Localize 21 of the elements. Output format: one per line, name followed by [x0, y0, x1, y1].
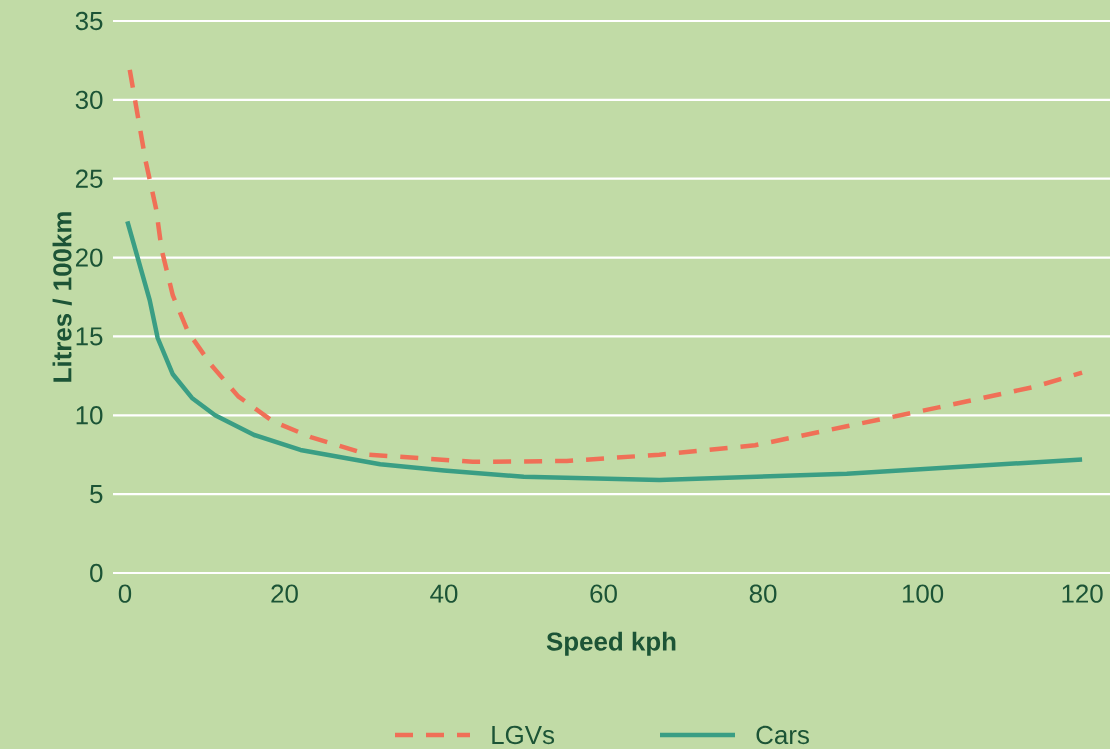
y-axis-title: Litres / 100km	[52, 212, 72, 382]
y-tick-label: 0	[90, 563, 103, 583]
x-tick-label: 40	[430, 584, 458, 603]
legend-label: Cars	[756, 725, 809, 745]
x-tick-label: 120	[1062, 584, 1103, 603]
y-tick-label: 5	[90, 485, 103, 504]
x-tick-label: 60	[590, 584, 617, 603]
y-tick-label: 30	[75, 90, 103, 110]
y-tick-label: 20	[75, 248, 103, 267]
y-tick-label: 35	[75, 11, 103, 31]
x-tick-label: 80	[749, 584, 777, 603]
y-tick-label: 15	[76, 327, 103, 346]
line-series	[125, 219, 1085, 483]
x-tick-label: 20	[271, 584, 298, 603]
x-tick-label: 100	[902, 584, 944, 603]
y-tick-label: 10	[76, 406, 103, 425]
line-series	[127, 67, 1085, 465]
x-tick-label: 0	[118, 584, 132, 603]
y-tick-label: 25	[75, 169, 103, 188]
legend-label: LGVs	[492, 725, 555, 745]
x-axis-title: Speed kph	[546, 631, 676, 656]
